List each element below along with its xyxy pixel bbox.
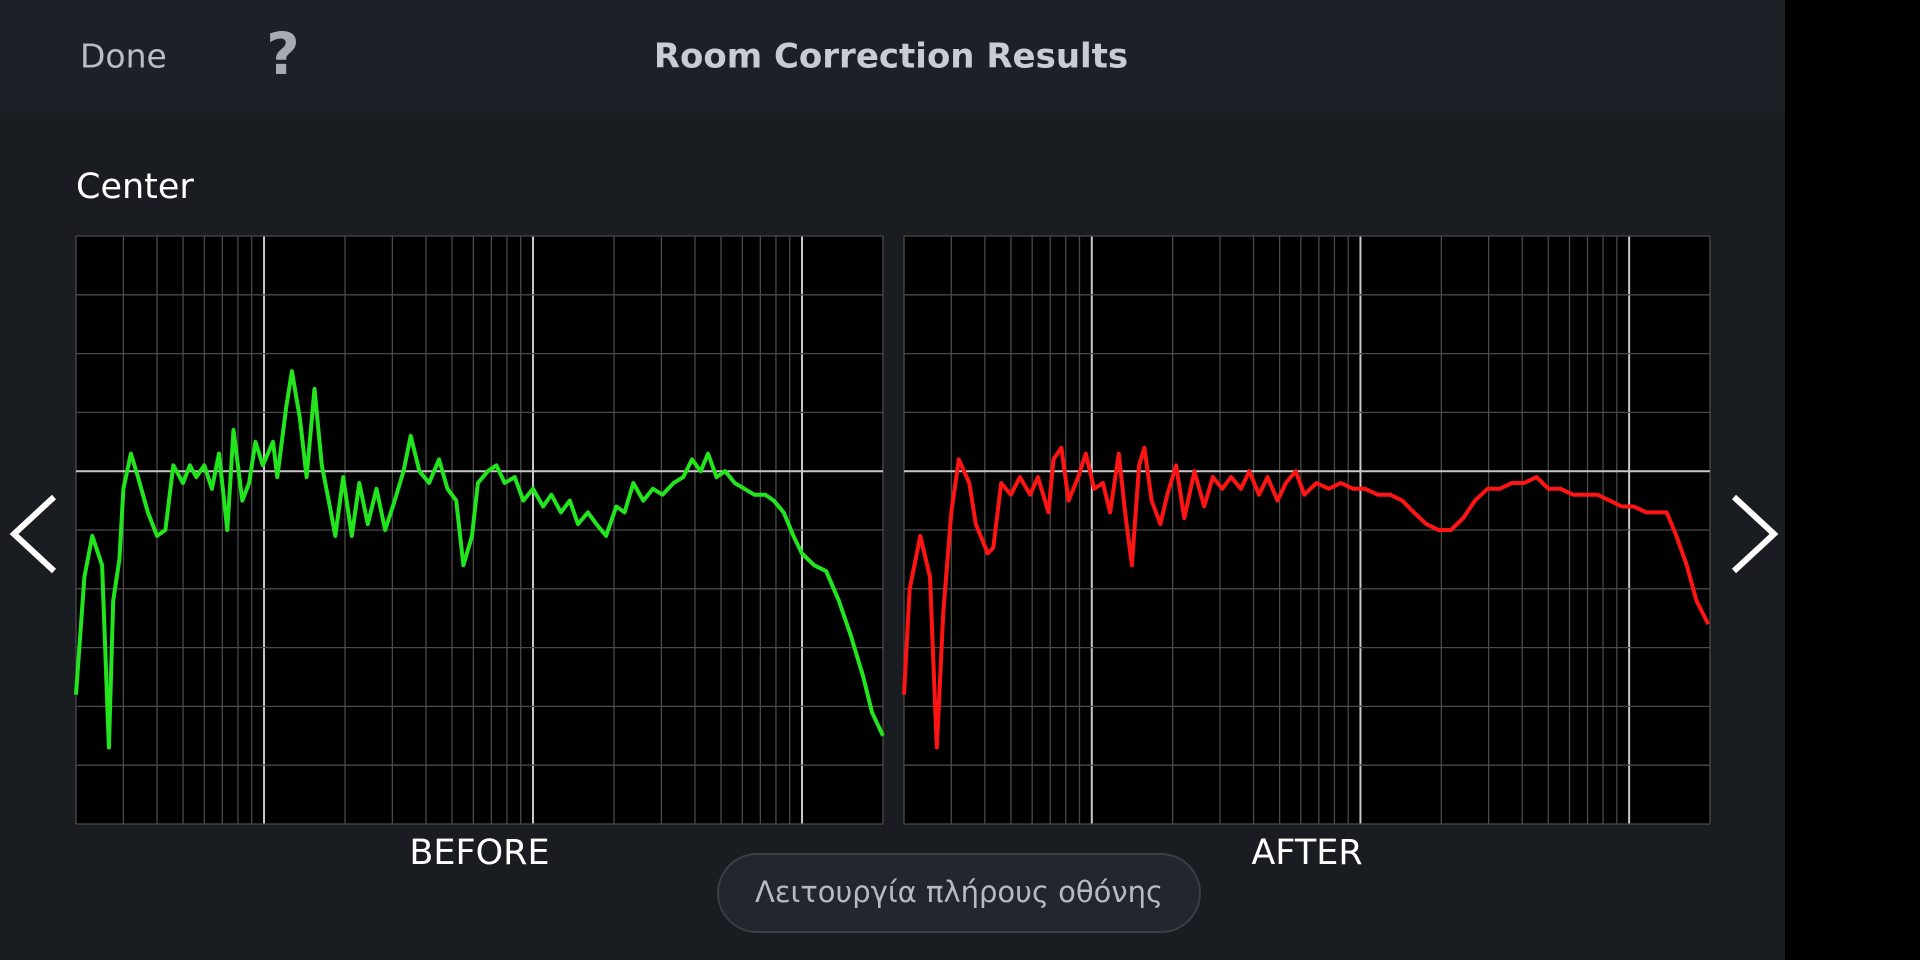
help-button[interactable]: ? <box>266 20 300 88</box>
chart-caption: AFTER <box>1251 833 1362 873</box>
page-title: Room Correction Results <box>654 37 1128 77</box>
side-strip <box>1785 0 1920 960</box>
header-bar <box>0 0 1785 113</box>
prev-arrow[interactable] <box>9 494 57 574</box>
fullscreen-button[interactable] <box>717 853 1201 933</box>
response-line <box>902 445 1710 750</box>
chart-caption: BEFORE <box>409 833 549 873</box>
done-button[interactable]: Done <box>80 37 167 76</box>
response-line <box>74 369 885 750</box>
channel-label: Center <box>76 167 194 207</box>
fullscreen-label[interactable]: Λειτουργία πλήρους οθόνης <box>755 875 1163 909</box>
next-arrow[interactable] <box>1731 494 1779 574</box>
